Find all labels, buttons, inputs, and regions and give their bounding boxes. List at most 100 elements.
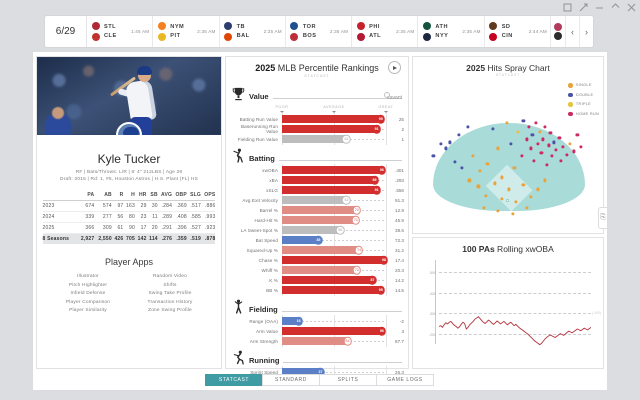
percentile-metric-row[interactable]: Sprint Speed 37 26.3 [226,366,408,378]
scoreboard-game[interactable]: PHI ATL 2:35 AM [352,16,419,47]
player-app-link-right[interactable]: Swing Take Profile [148,291,192,296]
legend-item[interactable]: HOME RUN [568,111,599,116]
table-cell: 97 [111,200,124,212]
scoreboard-strip[interactable]: 6/29 STL CLE 1:45 AM NYM PIT 2:35 AM TB BAL 2:35… [44,15,594,48]
percentile-section-name: Running [249,356,280,365]
table-cell: .517 [186,200,201,212]
gridline: .200 [429,333,591,337]
scale-label: AVERAGE [323,105,345,109]
scale-label: POOR [275,105,289,109]
player-app-link-left[interactable]: Player Comparison [65,299,111,305]
spray-data-point [527,125,531,129]
edge-panel-toggle[interactable]: ⎘ [598,207,608,229]
metric-label: Batting Run Value [239,116,278,122]
percentile-metric-row[interactable]: K % 87 14.2 [226,274,408,286]
percentile-scale-labels: POOR AVERAGE GREAT [276,103,393,111]
player-app-link-left[interactable]: Infield Defense [70,291,106,296]
tab-standard[interactable]: STANDARD [262,374,320,386]
table-cell: 2,550 [94,233,112,244]
scoreboard-date: 6/29 [45,16,87,47]
tab-statcast[interactable]: STATCAST [205,374,263,386]
tab-game-logs[interactable]: GAME LOGS [376,374,434,386]
percentile-metric-row[interactable]: xBA 89 .293 [226,174,408,186]
percentile-metric-row[interactable]: Fielding Run Value 62 1 [226,133,408,145]
minimize-icon[interactable] [595,3,604,12]
team-logo-home [489,33,498,41]
legend-color-swatch [568,102,573,107]
scoreboard-game[interactable]: TOR BOS 2:35 AM [286,16,353,47]
share-icon[interactable] [579,3,588,12]
percentile-metric-row[interactable]: xSLG 91 .556 [226,184,408,196]
percentile-metric-row[interactable]: Avg Exit Velocity 62 91.3 [226,194,408,206]
right-column: 2025 Hits Spray Chart STATCAST SINGLE DOU… [412,56,604,369]
team-home-abbr: NYY [435,32,449,39]
percentile-metric-row[interactable]: Batting Run Value 95 25 [226,113,408,125]
player-app-link-left[interactable]: Illustrator [77,274,99,279]
savant-logo: savant [384,92,402,101]
spray-data-point [552,140,556,144]
percentile-metric-row[interactable]: LA Sweet-Spot % 56 38.6 [226,224,408,236]
percentile-metric-row[interactable]: Arm Value 96 3 [226,325,408,337]
percentile-metric-row[interactable]: Squared-Up % 74 31.2 [226,244,408,256]
maximize-icon[interactable] [611,2,620,12]
scoreboard-prev-button[interactable]: ‹ [565,16,579,47]
metric-label: Baserunning Run Value [241,124,278,134]
player-apps-left-column: Illustrator Pitch Highlighter Infield Defe… [47,274,129,313]
metric-label: Arm Strength [249,338,278,344]
game-time: 2:35 AM [263,29,282,34]
player-app-link-right[interactable]: Zone Swing Profile [148,308,192,313]
scoreboard-game[interactable]: NYM PIT 2:35 AM [153,16,220,47]
percentile-metric-row[interactable]: Range (OAA) 16 -2 [226,315,408,327]
player-app-link-right[interactable]: Random Video [152,274,188,279]
metric-bar-track: 91 [282,184,387,196]
scoreboard-next-button[interactable]: › [579,16,593,47]
player-app-link-left[interactable]: Player Similarity [69,308,107,313]
percentile-metric-row[interactable]: Baserunning Run Value 91 2 [226,123,408,135]
spray-data-point [511,212,515,216]
bottom-tabs[interactable]: STATCAST STANDARD SPLITS GAME LOGS [33,374,607,386]
spray-data-point [491,127,495,131]
legend-item[interactable]: SINGLE [568,83,599,88]
player-apps-right-column: Random Video Shifts Swing Take Profile Tran… [129,274,211,313]
metric-percentile-bubble: 71 [351,215,361,225]
player-app-link-right[interactable]: Transaction History [147,299,193,305]
scoreboard-game[interactable]: ATH NYY 2:35 AM [418,16,485,47]
percentile-metric-row[interactable]: BB % 95 14.5 [226,284,408,296]
spray-data-point [530,133,534,137]
team-home-abbr: BOS [302,32,317,39]
baseball-icon[interactable] [551,23,565,40]
restore-icon[interactable] [563,3,572,12]
spray-chart-panel: 2025 Hits Spray Chart STATCAST SINGLE DOU… [412,56,604,234]
legend-item[interactable]: DOUBLE [568,92,599,97]
percentile-section-name: Fielding [249,305,278,314]
metric-bar-track: 96 [282,164,387,176]
scoreboard-game[interactable]: SD CIN 2:44 AM [485,16,551,47]
player-meta-line1: RF | Bats/Throws: L/R | 6' 4" 212LBS | A… [75,170,183,175]
tab-splits[interactable]: SPLITS [319,374,377,386]
legend-label: DOUBLE [575,92,594,97]
table-cell: .923 [200,222,216,234]
percentile-metric-row[interactable]: Chase % 98 17.4 [226,254,408,266]
percentile-metric-row[interactable]: Arm Strength 63 87.7 [226,335,408,347]
scoreboard-game[interactable]: TB BAL 2:35 AM [220,16,286,47]
percentile-metric-row[interactable]: Hard-Hit % 71 45.9 [226,214,408,226]
percentile-metric-row[interactable]: xwOBA 96 .401 [226,164,408,176]
player-app-link-left[interactable]: Pitch Highlighter [68,282,108,288]
metric-bar-fill [282,256,384,264]
close-icon[interactable] [627,3,636,12]
player-app-link-right[interactable]: Shifts [163,282,177,288]
scoreboard-game[interactable]: STL CLE 1:45 AM [87,16,154,47]
percentile-metric-row[interactable]: Barrel % 72 12.9 [226,204,408,216]
legend-item[interactable]: TRIPLE [568,102,599,107]
metric-value: 31.2 [395,247,404,253]
player-card: Kyle Tucker RF | Bats/Throws: L/R | 6' 4… [36,56,222,369]
percentile-metric-row[interactable]: Bat Speed 35 72.3 [226,234,408,246]
player-apps: Illustrator Pitch Highlighter Infield Defe… [37,274,221,313]
metric-bar-track: 62 [282,194,387,206]
play-button[interactable] [388,61,401,74]
metric-bar-track: 35 [282,234,387,246]
team-logo-home [290,33,299,41]
metric-value: .556 [395,187,404,193]
scale-label: GREAT [378,105,394,109]
percentile-metric-row[interactable]: Whiff % 72 20.3 [226,264,408,276]
